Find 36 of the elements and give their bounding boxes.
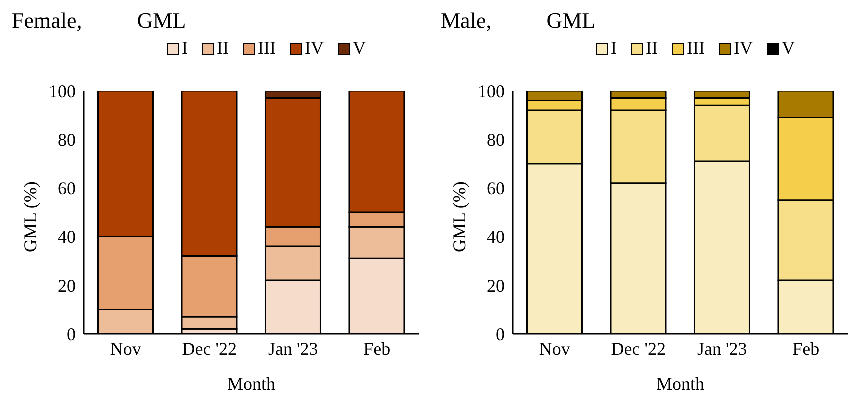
y-tick-label: 100 (49, 81, 76, 102)
chart-title: Female, GML (12, 8, 186, 34)
y-tick-label: 40 (58, 227, 76, 248)
legend-label: III (687, 38, 705, 59)
y-tick-label: 60 (58, 178, 76, 199)
y-tick-label: 80 (58, 130, 76, 150)
x-tick-label: Jan '23 (268, 338, 318, 359)
x-tick-label: Nov (110, 338, 142, 359)
y-axis-title: GML (%) (449, 182, 470, 252)
x-tick-label: Feb (364, 338, 391, 359)
x-axis-title: Month (227, 374, 276, 394)
legend-label: V (782, 38, 795, 59)
x-tick-label: Dec '22 (611, 338, 666, 359)
legend-label: III (258, 38, 276, 59)
y-tick-label: 100 (478, 81, 505, 102)
y-tick-label: 40 (487, 227, 505, 248)
legend-label: IV (304, 38, 324, 59)
x-tick-label: Nov (539, 338, 570, 359)
y-tick-label: 0 (496, 324, 505, 344)
y-tick-label: 80 (487, 130, 505, 150)
x-tick-label: Jan '23 (698, 338, 748, 359)
x-tick-label: Dec '22 (182, 338, 237, 359)
legend-label: IV (734, 38, 753, 59)
x-tick-label: Feb (792, 338, 820, 359)
legend-label: V (352, 38, 366, 59)
y-tick-label: 60 (487, 178, 505, 199)
chart-title: Male, GML (441, 8, 596, 34)
y-tick-label: 0 (67, 324, 76, 344)
x-axis-title: Month (656, 374, 705, 394)
y-axis-title: GML (%) (20, 182, 40, 252)
legend-label: I (182, 38, 188, 59)
y-tick-label: 20 (487, 276, 505, 296)
y-tick-label: 20 (58, 276, 76, 296)
legend-label: II (217, 38, 229, 59)
legend-label: I (611, 38, 617, 59)
legend-label: II (646, 38, 658, 59)
